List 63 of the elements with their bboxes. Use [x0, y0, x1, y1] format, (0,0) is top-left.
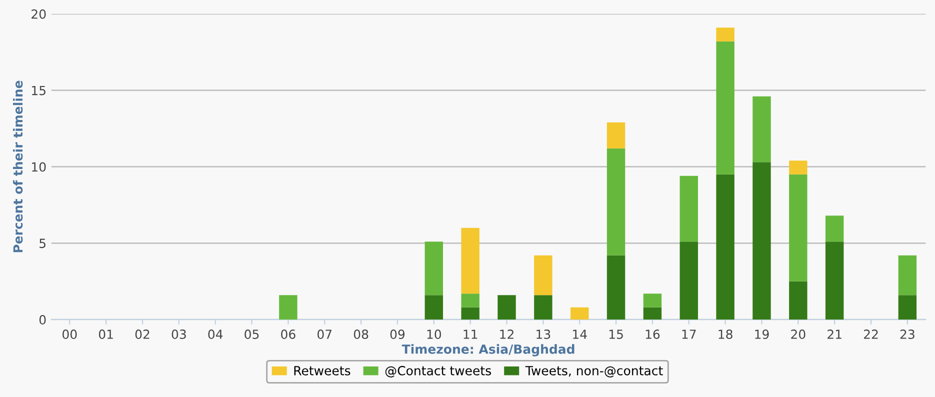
bar — [789, 174, 808, 282]
x-tick-label: 20 — [791, 330, 806, 339]
bar — [716, 28, 734, 42]
bar — [680, 176, 698, 242]
legend-label: @Contact tweets — [385, 366, 491, 378]
x-tick-label: 03 — [172, 330, 186, 339]
legend-label: Retweets — [294, 366, 350, 376]
x-tick-label: 15 — [609, 330, 623, 339]
bar — [752, 96, 771, 162]
bar — [825, 216, 844, 242]
x-tick-label: 11 — [464, 330, 478, 339]
x-tick-label: 06 — [281, 330, 296, 339]
x-tick-label: 09 — [390, 330, 405, 339]
y-tick-label: 15 — [32, 86, 46, 96]
bar — [716, 41, 734, 174]
x-tick-label: 22 — [864, 330, 878, 339]
x-tick-label: 21 — [828, 330, 842, 339]
x-tick-label: 05 — [244, 330, 259, 339]
bar — [461, 294, 480, 308]
bar — [534, 295, 552, 320]
x-tick-label: 02 — [135, 330, 150, 339]
bar — [606, 255, 626, 320]
x-tick-label: 18 — [718, 330, 732, 339]
bar — [898, 295, 917, 320]
x-tick-label: 01 — [98, 330, 113, 339]
x-tick-label: 16 — [646, 330, 660, 339]
bar — [716, 174, 734, 320]
bar — [789, 160, 808, 174]
x-tick-label: 23 — [900, 330, 914, 339]
x-tick-label: 04 — [208, 330, 223, 339]
x-tick-label: 19 — [755, 330, 769, 339]
x-tick-label: 17 — [682, 330, 696, 339]
bar — [534, 255, 552, 296]
y-axis-title: Percent of their timeline — [13, 80, 23, 252]
bar — [606, 122, 626, 148]
bar — [643, 307, 662, 320]
bar — [606, 148, 626, 256]
bar — [279, 295, 298, 320]
bar — [570, 307, 589, 320]
bar — [461, 228, 480, 294]
bar — [898, 255, 917, 296]
x-tick-label: 14 — [573, 330, 587, 339]
y-tick-label: 5 — [40, 238, 46, 248]
bar — [424, 295, 444, 320]
x-tick-label: 12 — [500, 330, 514, 339]
x-tick-label: 13 — [536, 330, 550, 339]
x-tick-label: 10 — [427, 330, 442, 339]
x-tick-label: 08 — [354, 330, 368, 339]
legend-label: Tweets, non-@contact — [525, 366, 663, 378]
y-tick-label: 10 — [32, 162, 46, 172]
bar — [752, 162, 771, 320]
y-tick-label: 20 — [32, 9, 46, 19]
bar — [825, 242, 844, 320]
bar — [643, 294, 662, 308]
x-tick-label: 00 — [62, 330, 77, 339]
bar — [680, 242, 698, 320]
bar — [498, 295, 516, 320]
y-tick-label: 0 — [39, 315, 46, 325]
bar — [789, 281, 808, 320]
x-axis-title: Timezone: Asia/Baghdad — [402, 344, 574, 356]
bar — [461, 307, 480, 320]
x-tick-label: 07 — [317, 330, 332, 339]
bar — [424, 242, 444, 296]
